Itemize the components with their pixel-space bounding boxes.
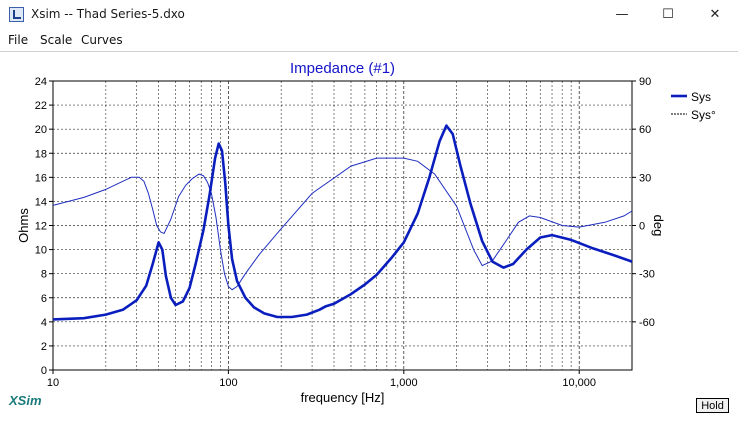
maximize-button[interactable]: ☐: [662, 7, 674, 22]
y2-tick-label: 0: [639, 221, 645, 233]
y-tick-label: 14: [35, 196, 47, 208]
sys-phase-line: [52, 157, 633, 291]
xsim-app-icon[interactable]: [9, 7, 24, 22]
hold-button[interactable]: Hold: [696, 398, 729, 413]
y-tick-label: 6: [41, 293, 47, 305]
y-tick-label: 20: [35, 124, 47, 136]
close-button[interactable]: ✕: [709, 7, 721, 22]
menu-bar: File Scale Curves: [0, 30, 738, 50]
x-tick-label: 100: [219, 377, 237, 389]
x-tick-label: 10: [47, 377, 59, 389]
y-axis-label: Ohms: [16, 208, 31, 243]
x-axis-label: frequency [Hz]: [301, 390, 385, 405]
title-bar: Xsim -- Thad Series-5.dxo — ☐ ✕: [0, 0, 738, 30]
y-tick-label: 8: [41, 269, 47, 281]
x-tick-label: 10,000: [562, 377, 596, 389]
y2-tick-label: -60: [639, 317, 655, 329]
y2-axis-label: deg: [651, 215, 666, 237]
plot-area: 0 2 4 6 8 10 12 14 16 18 20 22 24 90 60 30 0 -30 -60 10 100 1…: [0, 51, 738, 419]
chart-title: Impedance (#1): [290, 60, 395, 77]
xsim-logo: XSim: [9, 393, 42, 408]
y-tick-label: 2: [41, 341, 47, 353]
y2-tick-label: 60: [639, 124, 651, 136]
y-tick-label: 10: [35, 245, 47, 257]
legend-sys-label: Sys: [691, 90, 711, 104]
y-tick-label: 18: [35, 148, 47, 160]
minimize-button[interactable]: —: [615, 7, 629, 22]
menu-curves[interactable]: Curves: [81, 33, 123, 47]
x-tick-label: 1,000: [390, 377, 418, 389]
y-tick-label: 22: [35, 100, 47, 112]
legend-phase-label: Sys°: [691, 108, 716, 122]
sys-impedance-line: [52, 124, 633, 321]
menu-file[interactable]: File: [8, 33, 29, 47]
y-tick-label: 4: [41, 317, 47, 329]
y-tick-label: 12: [35, 221, 47, 233]
y-tick-label: 24: [35, 76, 47, 88]
menu-scale[interactable]: Scale: [40, 33, 73, 47]
y-tick-label: 16: [35, 172, 47, 184]
y2-tick-label: 90: [639, 76, 651, 88]
y2-tick-label: 30: [639, 172, 651, 184]
y2-tick-label: -30: [639, 269, 655, 281]
window-title: Xsim -- Thad Series-5.dxo: [31, 7, 185, 21]
y-tick-label: 0: [41, 365, 47, 377]
